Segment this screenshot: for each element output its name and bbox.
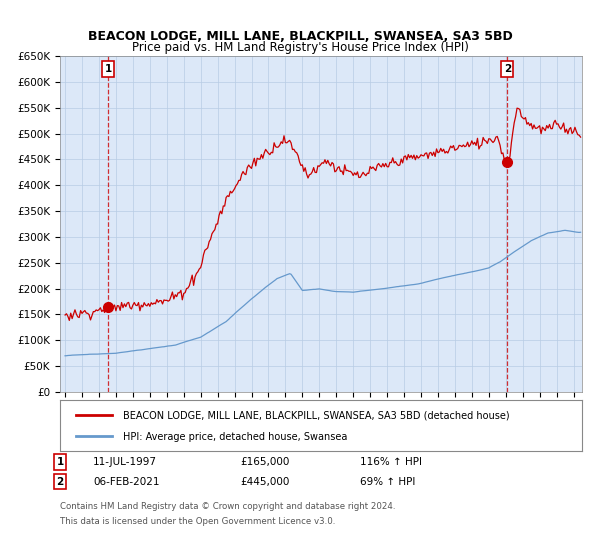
Text: 2: 2 bbox=[56, 477, 64, 487]
Text: 2: 2 bbox=[503, 64, 511, 74]
Text: 1: 1 bbox=[104, 64, 112, 74]
Text: This data is licensed under the Open Government Licence v3.0.: This data is licensed under the Open Gov… bbox=[60, 517, 335, 526]
Text: Contains HM Land Registry data © Crown copyright and database right 2024.: Contains HM Land Registry data © Crown c… bbox=[60, 502, 395, 511]
Text: 06-FEB-2021: 06-FEB-2021 bbox=[93, 477, 160, 487]
Text: HPI: Average price, detached house, Swansea: HPI: Average price, detached house, Swan… bbox=[122, 432, 347, 442]
Text: 11-JUL-1997: 11-JUL-1997 bbox=[93, 457, 157, 467]
Text: 69% ↑ HPI: 69% ↑ HPI bbox=[360, 477, 415, 487]
Text: Price paid vs. HM Land Registry's House Price Index (HPI): Price paid vs. HM Land Registry's House … bbox=[131, 41, 469, 54]
Text: 1: 1 bbox=[56, 457, 64, 467]
Text: BEACON LODGE, MILL LANE, BLACKPILL, SWANSEA, SA3 5BD: BEACON LODGE, MILL LANE, BLACKPILL, SWAN… bbox=[88, 30, 512, 43]
Text: £165,000: £165,000 bbox=[240, 457, 289, 467]
Text: BEACON LODGE, MILL LANE, BLACKPILL, SWANSEA, SA3 5BD (detached house): BEACON LODGE, MILL LANE, BLACKPILL, SWAN… bbox=[122, 410, 509, 421]
Text: £445,000: £445,000 bbox=[240, 477, 289, 487]
Text: 116% ↑ HPI: 116% ↑ HPI bbox=[360, 457, 422, 467]
